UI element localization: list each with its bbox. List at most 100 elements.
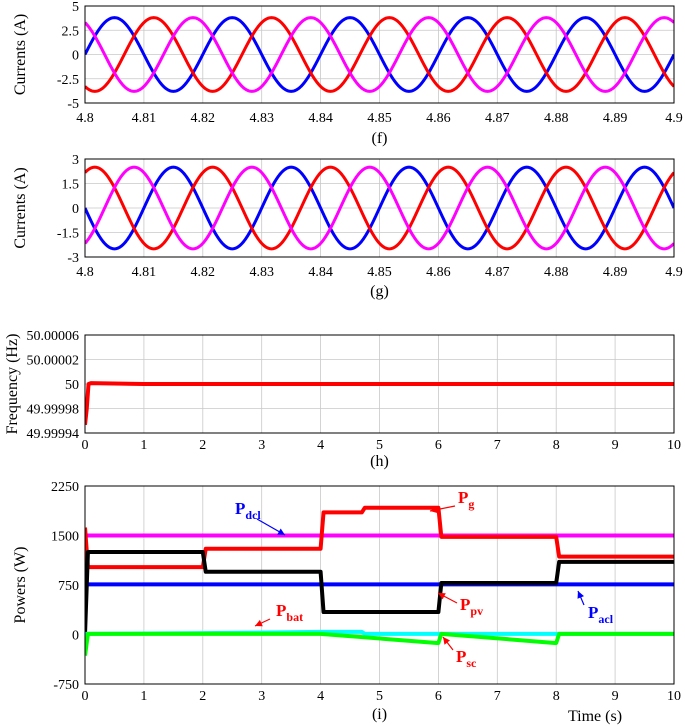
axes-frame xyxy=(84,158,675,258)
series-label-bat: Pbat xyxy=(276,601,303,624)
y-tick-label: -5 xyxy=(67,97,79,112)
annotation-arrowhead xyxy=(443,637,450,645)
y-axis-label: Currents (A) xyxy=(12,167,29,248)
x-tick-label: 4.9 xyxy=(665,111,683,126)
y-tick-label: 2.5 xyxy=(62,24,80,39)
series-group xyxy=(85,505,674,656)
y-tick-label: 50 xyxy=(65,378,79,393)
x-tick-label: 4 xyxy=(317,438,324,453)
y-tick-label: 49.99994 xyxy=(27,427,80,442)
y-tick-label: 0 xyxy=(72,202,79,217)
x-tick-label: 4.87 xyxy=(485,265,510,280)
chart-caption: (f) xyxy=(372,130,388,147)
series-label-main: P xyxy=(458,488,468,507)
y-tick-label: 0 xyxy=(72,629,79,644)
y-tick-label: -2.5 xyxy=(57,73,79,88)
x-tick-label: 4.85 xyxy=(367,111,392,126)
series-group xyxy=(85,381,674,426)
x-tick-label: 4.88 xyxy=(544,265,569,280)
y-tick-label: 50.00002 xyxy=(27,354,80,369)
y-tick-label: 50.00006 xyxy=(27,329,80,344)
series-label-sub: sc xyxy=(466,656,477,670)
x-tick-label: 10 xyxy=(667,689,681,704)
chart-1: 4.8 4.81 4.82 4.83 4.84 4.85 4.86 4.87 4.88 4.89 4… xyxy=(12,153,683,300)
annotation-arrowhead xyxy=(277,528,285,535)
x-tick-label: 2 xyxy=(199,689,206,704)
x-tick-label: 4.82 xyxy=(191,265,216,280)
y-tick-label: 0 xyxy=(72,49,79,64)
x-tick-label: 9 xyxy=(612,438,619,453)
x-tick-label: 7 xyxy=(494,438,501,453)
x-tick-label: 6 xyxy=(435,689,442,704)
axes-frame xyxy=(84,334,675,434)
x-tick-label: 4.85 xyxy=(367,265,392,280)
x-tick-label: 5 xyxy=(376,438,383,453)
x-tick-label: 3 xyxy=(258,689,265,704)
series-label-main: P xyxy=(276,601,286,620)
series-line-0 xyxy=(85,381,674,426)
series-line-2 xyxy=(85,165,674,251)
y-tick-label: 750 xyxy=(58,579,79,594)
x-tick-label: 3 xyxy=(258,438,265,453)
series-line-0 xyxy=(85,165,674,251)
annotation-arrowhead xyxy=(577,591,584,599)
series-label-sub: dcl xyxy=(245,508,261,522)
series-label-main: P xyxy=(456,647,466,666)
series-label-main: P xyxy=(235,499,245,518)
x-tick-label: 8 xyxy=(553,438,560,453)
x-tick-label: 4 xyxy=(317,689,324,704)
x-tick-label: 4.82 xyxy=(191,111,216,126)
series-line-p-pv xyxy=(85,550,674,635)
y-axis-label: Currents (A) xyxy=(12,14,29,95)
x-tick-label: 4.89 xyxy=(603,265,628,280)
chart-0: 4.8 4.81 4.82 4.83 4.84 4.85 4.86 4.87 4.88 4.89 4… xyxy=(12,0,683,147)
y-tick-label: -1.5 xyxy=(57,227,79,242)
series-label-main: P xyxy=(460,595,470,614)
axes-frame xyxy=(84,485,675,685)
x-tick-label: 8 xyxy=(553,689,560,704)
y-tick-label: -750 xyxy=(53,678,79,693)
x-tick-label: 0 xyxy=(82,438,89,453)
y-tick-label: -3 xyxy=(67,251,79,266)
x-tick-label: 4.8 xyxy=(76,265,94,280)
x-tick-label: 4.84 xyxy=(308,111,333,126)
annotation-arrowhead xyxy=(430,506,438,514)
annotation-arrowhead xyxy=(438,593,446,600)
x-tick-label: 0 xyxy=(82,689,89,704)
x-tick-label: 4.86 xyxy=(426,265,451,280)
series-group xyxy=(85,16,674,93)
x-tick-label: 4.89 xyxy=(603,111,628,126)
y-axis-label: Frequency (Hz) xyxy=(4,334,21,435)
x-tick-label: 1 xyxy=(140,438,147,453)
y-tick-label: 49.99998 xyxy=(27,403,80,418)
axes-frame xyxy=(84,5,675,104)
chart-2: 0 1 2 3 4 5 6 7 8 9 10 50.00006 50.00002 50 49.99998 49… xyxy=(4,329,681,470)
series-label-acl: Pacl xyxy=(588,603,614,626)
y-tick-label: 1.5 xyxy=(62,178,80,193)
series-line-0 xyxy=(85,16,674,93)
x-tick-label: 4.9 xyxy=(665,265,683,280)
x-axis-label: Time (s) xyxy=(568,708,622,725)
x-tick-label: 4.81 xyxy=(132,265,157,280)
x-tick-label: 4.83 xyxy=(249,111,274,126)
x-tick-label: 7 xyxy=(494,689,501,704)
y-tick-label: 3 xyxy=(72,153,79,168)
chart-caption: (i) xyxy=(372,706,387,723)
x-tick-label: 5 xyxy=(376,689,383,704)
x-tick-label: 4.83 xyxy=(249,265,274,280)
y-tick-label: 2250 xyxy=(51,480,79,495)
x-tick-label: 4.81 xyxy=(132,111,157,126)
series-label-sub: bat xyxy=(286,610,303,624)
y-axis-label: Powers (W) xyxy=(12,547,29,624)
x-tick-label: 9 xyxy=(612,689,619,704)
series-group xyxy=(85,165,674,251)
series-line-1 xyxy=(85,165,674,251)
series-label-pv: Ppv xyxy=(460,595,483,618)
x-tick-label: 2 xyxy=(199,438,206,453)
series-line-p-sc xyxy=(85,631,674,656)
annotation-arrowhead xyxy=(255,619,263,627)
series-label-sub: pv xyxy=(470,604,483,618)
y-tick-label: 5 xyxy=(72,0,79,15)
series-line-p-g xyxy=(85,505,674,570)
